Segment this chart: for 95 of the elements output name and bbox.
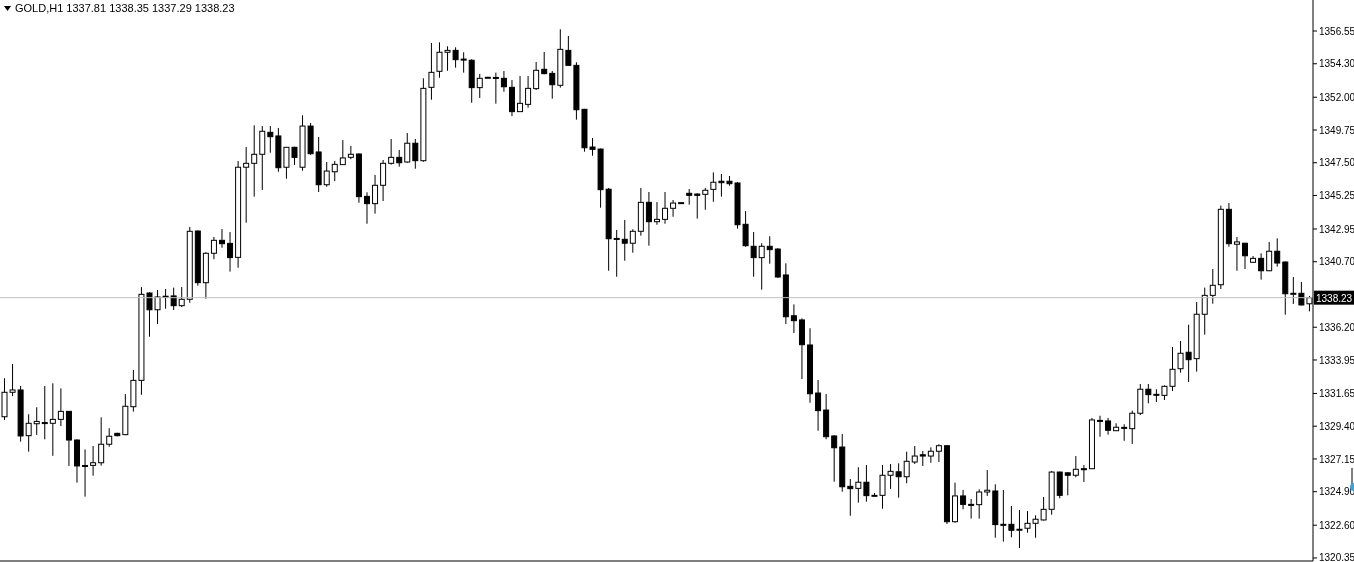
candlestick	[492, 72, 499, 105]
y-tick-label: 1342.95	[1319, 223, 1354, 235]
candlestick	[178, 286, 185, 308]
candlestick	[517, 75, 524, 113]
candlestick	[662, 191, 669, 225]
candlestick	[267, 125, 274, 154]
candlestick	[388, 138, 395, 166]
ref-line-label: 1338.23	[1316, 292, 1353, 304]
candlestick	[49, 382, 56, 457]
candlestick	[404, 132, 411, 164]
candlestick	[227, 231, 234, 273]
y-tick-label: 1329.40	[1319, 420, 1354, 432]
candlestick	[339, 139, 346, 166]
candlestick	[903, 451, 910, 484]
candlestick	[533, 61, 540, 91]
candlestick	[549, 70, 556, 100]
candlestick	[363, 191, 370, 225]
candlestick	[1097, 415, 1104, 438]
candlestick	[331, 160, 338, 182]
candlestick	[1056, 471, 1063, 499]
candlestick	[653, 201, 660, 226]
candlestick	[500, 70, 507, 93]
candlestick	[57, 387, 64, 427]
candlestick	[412, 138, 419, 170]
y-tick-label: 1322.60	[1319, 519, 1354, 531]
candlestick	[984, 469, 991, 497]
candlestick	[243, 146, 250, 224]
y-tick-label: 1333.95	[1319, 354, 1354, 366]
candlestick	[694, 192, 701, 220]
chart-title: GOLD,H1 1337.81 1338.35 1337.29 1338.23	[15, 2, 235, 14]
candlestick	[629, 228, 636, 254]
candlestick	[645, 191, 652, 247]
y-tick-label: 1336.20	[1319, 321, 1354, 333]
candlestick	[428, 42, 435, 101]
candlestick	[1266, 241, 1273, 272]
candlestick	[1242, 242, 1248, 270]
y-tick-label: 1349.75	[1319, 124, 1354, 136]
candlestick	[831, 434, 838, 483]
candlestick	[960, 489, 967, 510]
candlestick	[1080, 464, 1087, 483]
y-tick-label: 1345.25	[1319, 190, 1354, 202]
candlestick	[90, 445, 97, 477]
candlestick	[613, 229, 620, 278]
candlestick	[525, 75, 532, 109]
candlestick	[98, 416, 105, 467]
y-tick-label: 1347.50	[1319, 157, 1354, 169]
candlestick	[170, 287, 177, 311]
candlestick	[218, 228, 225, 249]
y-tick-label: 1324.90	[1319, 486, 1354, 498]
candlestick	[347, 145, 354, 160]
candlestick	[1072, 455, 1079, 478]
candlestick	[750, 231, 757, 278]
candlestick	[935, 443, 942, 463]
candlestick	[1000, 489, 1007, 543]
candlestick	[790, 303, 797, 334]
y-tick-label: 1331.65	[1319, 388, 1354, 400]
y-tick-label: 1340.70	[1319, 256, 1354, 268]
candlestick	[1201, 287, 1208, 336]
candlestick	[911, 445, 918, 465]
candlestick	[25, 413, 32, 453]
candlestick	[106, 427, 113, 448]
candlestick	[1113, 422, 1120, 432]
candlestick	[976, 488, 983, 520]
candlestick	[670, 199, 677, 218]
candlestick	[758, 242, 765, 291]
candlestick	[847, 478, 854, 517]
y-tick-label: 1327.15	[1319, 453, 1354, 465]
candlestick	[1274, 237, 1281, 268]
candlestick	[1064, 472, 1071, 496]
y-tick-label: 1320.35	[1319, 552, 1354, 562]
y-tick-label: 1352.00	[1319, 91, 1354, 103]
candlestick	[766, 235, 773, 265]
candlestick	[323, 161, 330, 188]
candlestick	[621, 219, 628, 262]
y-tick-label: 1356.55	[1319, 25, 1354, 37]
candlestick	[82, 448, 89, 498]
candlestick	[1129, 410, 1136, 445]
candlestick	[1290, 276, 1297, 305]
candlestick	[372, 174, 379, 215]
candlestick	[259, 125, 266, 191]
y-tick-label: 1354.30	[1319, 58, 1354, 70]
candlestick	[210, 236, 217, 260]
candlestick	[33, 406, 40, 436]
candlestick	[1233, 236, 1240, 272]
candlestick	[1258, 252, 1265, 281]
candlestick	[1121, 423, 1128, 442]
candlestick	[815, 379, 822, 432]
candlestick	[1209, 268, 1216, 305]
candlestick	[380, 159, 387, 202]
candlestick	[1145, 383, 1152, 404]
candlestick	[702, 187, 709, 211]
candlestick	[968, 498, 975, 520]
candlestick	[251, 124, 258, 198]
candlestick	[41, 385, 48, 440]
candlestick	[476, 73, 483, 99]
